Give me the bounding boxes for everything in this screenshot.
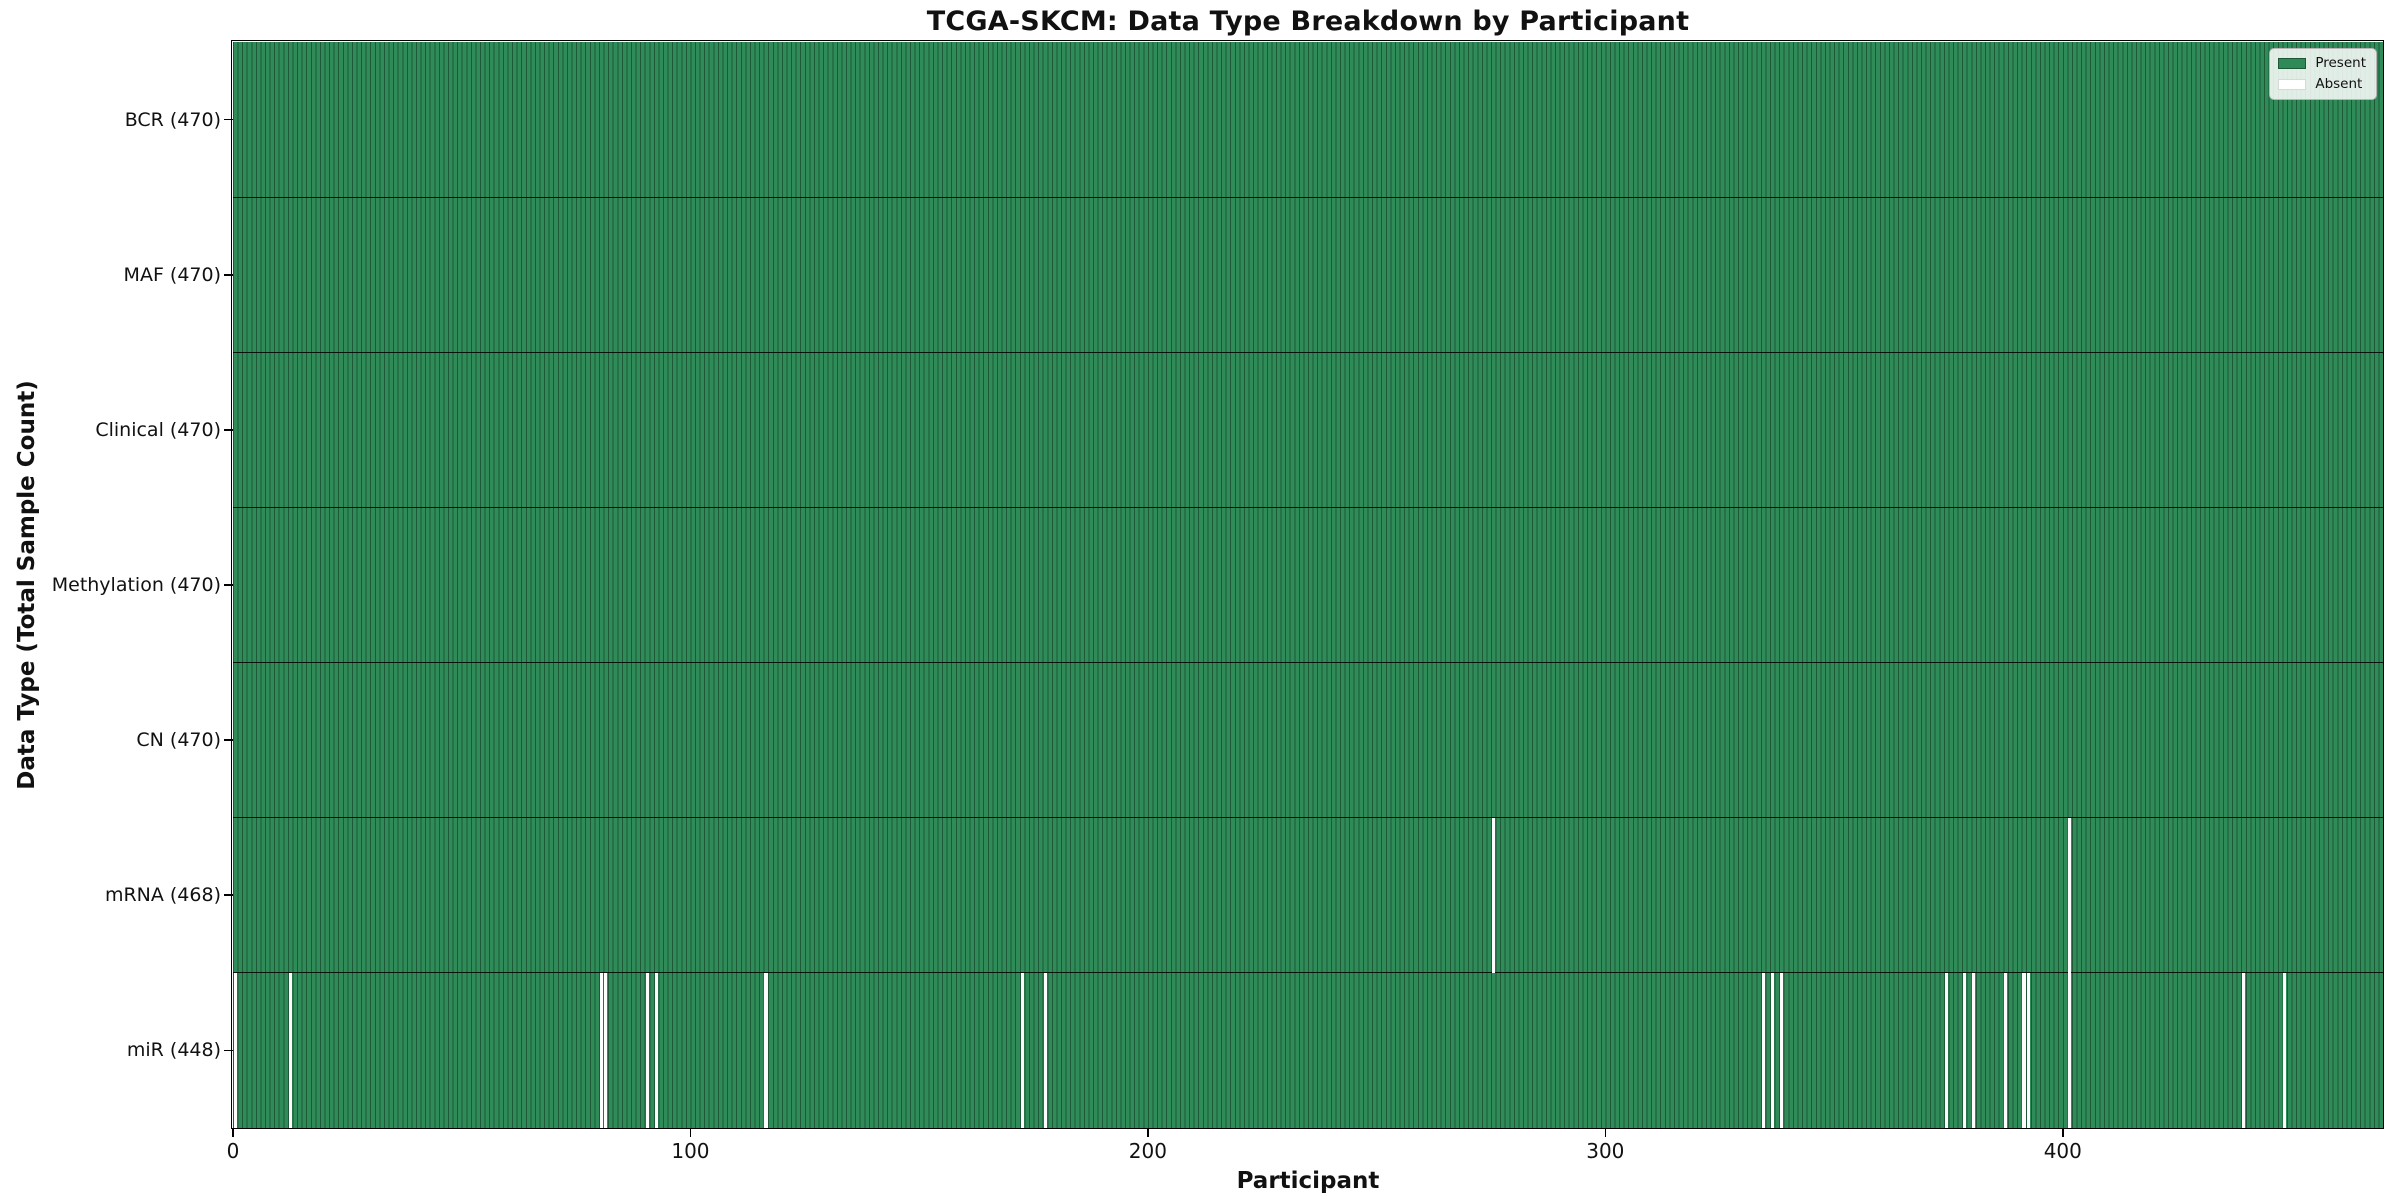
y-tick-label-CN: CN (470)	[136, 729, 221, 752]
y-tick-mark	[224, 739, 233, 741]
row-separator	[233, 661, 2383, 664]
legend: Present Absent	[2269, 48, 2377, 100]
y-tick-label-miR: miR (448)	[126, 1039, 221, 1062]
absent-stripe-miR-380	[1972, 972, 1976, 1128]
absent-stripe-miR-401	[2068, 972, 2072, 1128]
absent-stripe-miR-338	[1780, 972, 1784, 1128]
absent-stripe-miR-116	[764, 972, 768, 1128]
row-separator	[233, 506, 2383, 509]
x-tick-mark	[232, 1128, 234, 1137]
absent-stripe-mRNA-401	[2068, 817, 2072, 973]
absent-stripe-miR-0	[233, 972, 237, 1128]
absent-stripe-miR-81	[604, 972, 608, 1128]
x-tick-mark	[2061, 1128, 2064, 1137]
y-tick-label-BCR: BCR (470)	[124, 108, 221, 131]
x-tick-label-200: 200	[1128, 1139, 1167, 1163]
absent-stripe-miR-448	[2283, 972, 2287, 1128]
absent-stripe-miR-392	[2027, 972, 2031, 1128]
absent-stripe-miR-378	[1962, 972, 1967, 1128]
y-tick-mark	[224, 273, 233, 276]
x-axis-title: Participant	[1236, 1168, 1380, 1194]
absent-stripe-miR-172	[1020, 972, 1024, 1128]
x-tick-mark	[1147, 1128, 1149, 1137]
row-separator	[233, 972, 2383, 974]
absent-stripe-mRNA-275	[1491, 817, 1495, 973]
x-tick-mark	[689, 1128, 692, 1137]
absent-stripe-miR-12	[288, 972, 292, 1128]
x-tick-mark	[1604, 1128, 1607, 1137]
y-tick-mark	[224, 429, 233, 431]
row-separator	[233, 817, 2383, 819]
legend-item-absent: Absent	[2278, 76, 2366, 93]
chart-title: TCGA-SKCM: Data Type Breakdown by Partic…	[926, 6, 1690, 37]
absent-stripe-miR-92	[654, 972, 658, 1128]
legend-swatch-absent	[2278, 79, 2307, 90]
y-tick-mark	[224, 1049, 233, 1052]
legend-item-present: Present	[2278, 55, 2366, 72]
y-tick-label-Methylation: Methylation (470)	[51, 574, 221, 596]
absent-stripe-miR-90	[645, 972, 649, 1128]
y-tick-mark	[224, 584, 233, 586]
legend-label: Present	[2315, 55, 2366, 71]
absent-stripe-miR-80	[599, 972, 603, 1128]
row-separator	[233, 196, 2383, 198]
y-tick-label-Clinical: Clinical (470)	[95, 418, 221, 441]
y-tick-label-mRNA: mRNA (468)	[104, 884, 221, 907]
x-tick-label-300: 300	[1586, 1139, 1625, 1163]
row-separator	[233, 351, 2383, 353]
y-tick-mark	[224, 894, 233, 897]
absent-stripe-miR-439	[2242, 972, 2246, 1128]
absent-stripe-miR-334	[1761, 972, 1765, 1128]
absent-stripe-miR-391	[2022, 972, 2026, 1128]
absent-stripe-miR-374	[1944, 972, 1948, 1128]
legend-swatch-present	[2278, 58, 2307, 69]
x-tick-label-400: 400	[2043, 1139, 2082, 1163]
y-tick-label-MAF: MAF (470)	[123, 263, 221, 286]
x-tick-label-0: 0	[226, 1139, 240, 1163]
x-tick-label-100: 100	[671, 1139, 710, 1163]
plot-area	[233, 42, 2383, 1128]
absent-stripe-miR-336	[1770, 972, 1774, 1128]
absent-stripe-miR-177	[1043, 972, 1047, 1128]
legend-label: Absent	[2315, 76, 2363, 92]
y-tick-mark	[224, 118, 233, 121]
absent-stripe-miR-387	[2004, 972, 2008, 1128]
